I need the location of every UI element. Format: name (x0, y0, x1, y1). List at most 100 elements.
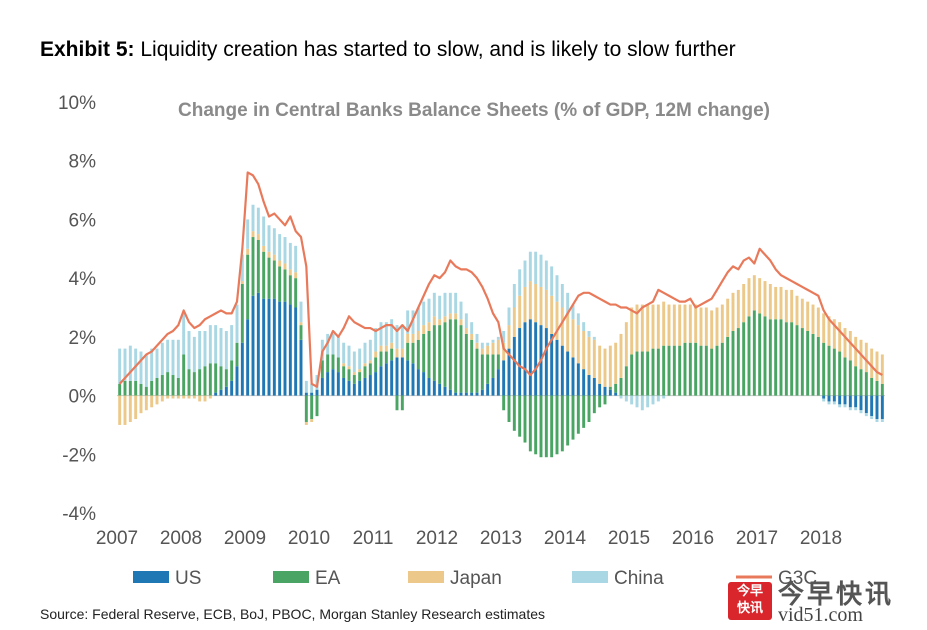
bar-ea (502, 395, 506, 411)
bar-japan (486, 345, 490, 355)
bar-ea (379, 351, 383, 367)
bar-us (475, 392, 479, 396)
bar-china (379, 322, 383, 346)
x-tick-label: 2013 (480, 528, 522, 549)
bar-japan (395, 348, 399, 358)
bar-us (571, 357, 575, 396)
bar-japan (603, 348, 607, 387)
bar-china (624, 395, 628, 402)
x-tick-label: 2017 (736, 528, 778, 549)
bar-china (144, 354, 148, 387)
bar-us (843, 395, 847, 405)
bar-japan (784, 289, 788, 323)
bar-japan (187, 395, 191, 399)
bar-japan (347, 366, 351, 370)
bar-japan (656, 304, 660, 349)
bar-us (374, 372, 378, 396)
bar-ea (544, 395, 548, 458)
bar-japan (550, 295, 554, 334)
bar-us (512, 336, 516, 396)
bar-china (864, 413, 868, 417)
bar-us (214, 392, 218, 396)
bar-ea (518, 395, 522, 437)
bar-us (224, 386, 228, 396)
bar-ea (416, 339, 420, 370)
bar-ea (139, 383, 143, 396)
watermark-site: vid51.com (778, 604, 863, 626)
bar-china (368, 339, 372, 361)
bar-ea (848, 360, 852, 396)
bar-ea (630, 354, 634, 396)
x-tick-label: 2012 (416, 528, 458, 549)
bar-ea (411, 342, 415, 364)
bar-china (635, 395, 639, 408)
bar-ea (646, 351, 650, 396)
bar-japan (384, 345, 388, 352)
bar-china (438, 295, 442, 320)
watermark-name: 今早快讯 (778, 579, 895, 609)
bar-japan (571, 319, 575, 358)
bar-china (139, 351, 143, 384)
bar-china (230, 325, 234, 361)
bar-china (875, 419, 879, 422)
chart-title: Change in Central Banks Balance Sheets (… (178, 100, 770, 121)
bar-ea (816, 336, 820, 396)
bar-ea (758, 313, 762, 396)
bar-ea (294, 278, 298, 308)
bar-us (875, 395, 879, 420)
bar-china (123, 348, 127, 381)
bar-japan (459, 319, 463, 326)
bar-japan (678, 304, 682, 346)
bar-us (582, 369, 586, 396)
bar-ea (176, 377, 180, 396)
bar-japan (454, 313, 458, 320)
bar-ea (144, 386, 148, 396)
bar-ea (443, 322, 447, 387)
bar-ea (720, 342, 724, 396)
bar-china (432, 292, 436, 317)
bar-japan (870, 348, 874, 378)
bar-us (336, 372, 340, 396)
bar-us (288, 304, 292, 396)
bar-china (518, 269, 522, 296)
bar-us (427, 377, 431, 396)
bar-china (576, 313, 580, 326)
bar-ea (608, 386, 612, 390)
bar-ea (688, 342, 692, 396)
bar-japan (651, 304, 655, 349)
bar-ea (171, 375, 175, 396)
bar-us (379, 366, 383, 396)
bar-ea (528, 395, 532, 452)
bar-china (278, 234, 282, 261)
bar-ea (438, 325, 442, 384)
bar-us (283, 301, 287, 396)
bar-japan (544, 289, 548, 329)
bar-us (256, 292, 260, 396)
y-tick-label: 10% (58, 93, 96, 114)
bar-ea (363, 366, 367, 378)
bar-japan (288, 269, 292, 276)
bar-japan (854, 336, 858, 367)
bar-china (347, 345, 351, 367)
bar-ea (203, 366, 207, 396)
bar-china (283, 237, 287, 264)
bar-ea (475, 348, 479, 393)
bar-china (251, 204, 255, 232)
bar-japan (139, 395, 143, 414)
bar-china (534, 251, 538, 285)
bar-japan (150, 395, 154, 408)
bar-ea (470, 339, 474, 393)
bar-japan (166, 395, 170, 399)
bar-ea (118, 383, 122, 396)
bar-ea (683, 342, 687, 396)
bar-us (416, 369, 420, 396)
bar-china (198, 330, 202, 370)
bar-japan (742, 284, 746, 323)
bar-ea (752, 310, 756, 396)
bar-china (272, 228, 276, 255)
bar-japan (128, 395, 132, 422)
bar-japan (534, 284, 538, 323)
bar-japan (694, 304, 698, 343)
bar-ea (491, 354, 495, 378)
bar-china (118, 348, 122, 384)
